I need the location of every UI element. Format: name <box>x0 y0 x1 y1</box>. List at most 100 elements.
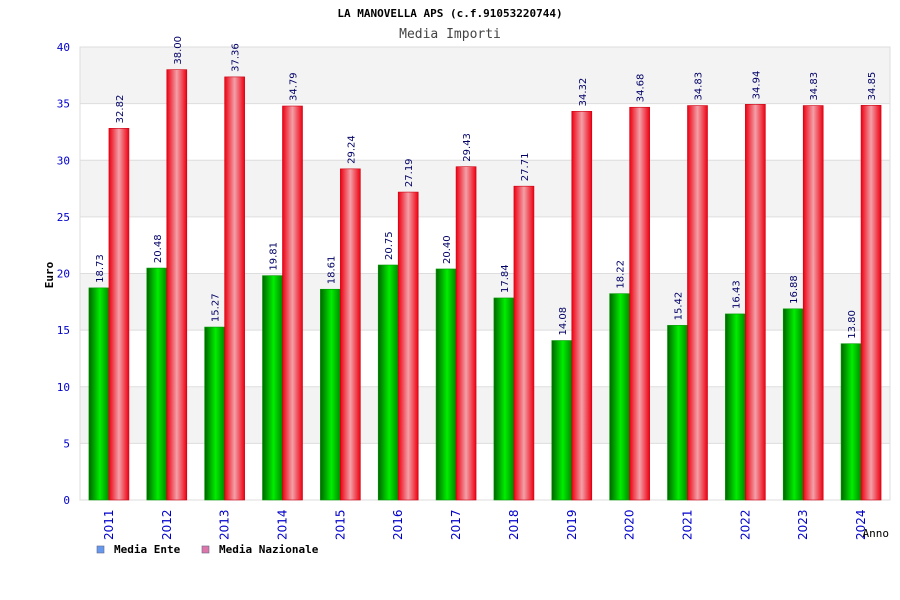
data-label: 37.36 <box>231 43 242 72</box>
bar-media-ente-2022 <box>725 313 746 501</box>
bar-media-ente-2023 <box>782 308 804 501</box>
bar-media-ente-2019 <box>551 340 573 501</box>
x-axis-label: Anno <box>863 527 890 540</box>
data-label: 29.43 <box>462 133 473 162</box>
x-tick-label: 2020 <box>623 509 637 540</box>
bar-media-nazionale-2019 <box>571 111 593 501</box>
bar-media-ente-2011 <box>88 287 110 501</box>
data-label: 19.81 <box>269 242 280 271</box>
data-label: 13.80 <box>847 310 858 339</box>
bar-media-nazionale-2017 <box>455 166 477 501</box>
x-tick-label: 2012 <box>160 509 174 540</box>
data-label: 27.71 <box>520 153 531 182</box>
y-tick-label: 15 <box>57 324 70 337</box>
data-label: 34.83 <box>809 72 820 101</box>
y-axis-label: Euro <box>43 261 56 288</box>
plot-band <box>80 386 890 444</box>
data-label: 20.40 <box>442 235 453 264</box>
data-label: 34.94 <box>751 71 762 100</box>
plot-band <box>80 443 890 500</box>
y-tick-label: 40 <box>57 41 70 54</box>
legend-swatch <box>96 545 105 554</box>
bar-media-nazionale-2014 <box>282 105 303 501</box>
x-tick-label: 2023 <box>796 509 810 540</box>
x-tick-label: 2022 <box>738 509 752 540</box>
bar-media-nazionale-2015 <box>340 168 361 501</box>
data-label: 20.75 <box>384 231 395 260</box>
x-tick-label: 2019 <box>565 509 579 540</box>
bar-series-group: 18.73 32.82 20.48 38.00 15.27 37.36 19.81 34.79… <box>88 36 882 501</box>
data-label: 18.61 <box>326 256 337 285</box>
x-tick-label: 2011 <box>102 509 116 540</box>
data-label: 34.85 <box>867 72 878 101</box>
y-tick-label: 0 <box>63 494 70 507</box>
data-label: 32.82 <box>115 95 126 124</box>
bar-media-ente-2024 <box>840 343 862 501</box>
bar-media-ente-2016 <box>377 264 399 501</box>
x-tick-label: 2017 <box>449 509 463 540</box>
y-tick-label: 5 <box>63 437 70 450</box>
x-tick-label: 2014 <box>276 509 290 540</box>
data-label: 15.42 <box>674 292 685 321</box>
chart-subtitle: Media Importi <box>399 27 501 42</box>
bar-media-nazionale-2012 <box>166 69 188 501</box>
bar-media-nazionale-2013 <box>224 76 245 501</box>
data-label: 27.19 <box>404 158 415 187</box>
y-tick-label: 20 <box>57 268 70 281</box>
data-label: 29.24 <box>346 135 357 164</box>
x-tick-label: 2018 <box>507 509 521 540</box>
chart-title: LA MANOVELLA APS (c.f.91053220744) <box>337 7 562 20</box>
bar-media-ente-2012 <box>146 267 168 501</box>
data-label: 14.08 <box>558 307 569 336</box>
x-tick-label: 2015 <box>333 509 347 540</box>
data-label: 18.73 <box>95 254 106 283</box>
bar-media-nazionale-2023 <box>802 105 824 501</box>
y-tick-label: 10 <box>57 381 70 394</box>
plot-band <box>80 273 890 331</box>
y-tick-label: 30 <box>57 154 70 167</box>
bar-media-ente-2015 <box>320 288 341 501</box>
data-label: 34.68 <box>636 74 647 103</box>
plot-band <box>80 330 890 387</box>
data-label: 34.83 <box>694 72 705 101</box>
bar-media-ente-2017 <box>435 268 457 501</box>
data-label: 15.27 <box>211 293 222 322</box>
bar-media-nazionale-2022 <box>745 104 766 501</box>
y-tick-label: 25 <box>57 211 70 224</box>
bar-media-ente-2013 <box>204 326 225 501</box>
data-label: 18.22 <box>616 260 627 289</box>
data-label: 34.79 <box>289 72 300 101</box>
plot-band <box>80 216 890 274</box>
bar-media-nazionale-2024 <box>860 105 882 501</box>
y-tick-label: 35 <box>57 98 70 111</box>
data-label: 20.48 <box>153 234 164 263</box>
bar-media-nazionale-2016 <box>397 191 419 501</box>
data-label: 17.84 <box>500 264 511 293</box>
legend-label: Media Nazionale <box>219 543 319 556</box>
y-axis: 0 5 10 15 20 25 30 35 40 <box>57 41 70 507</box>
bar-media-nazionale-2011 <box>108 128 130 501</box>
plot-band <box>80 160 890 217</box>
bar-media-nazionale-2018 <box>513 185 535 501</box>
data-label: 34.32 <box>578 78 589 107</box>
data-label: 38.00 <box>173 36 184 65</box>
x-tick-label: 2013 <box>218 509 232 540</box>
legend: Media Ente Media Nazionale <box>96 543 319 556</box>
x-axis: 2011 2012 2013 2014 2015 2016 2017 2018 2019 2020… <box>102 509 868 540</box>
legend-swatch <box>201 545 210 554</box>
bar-media-ente-2018 <box>493 297 515 501</box>
data-label: 16.43 <box>731 280 742 309</box>
x-tick-label: 2021 <box>681 509 695 540</box>
plot-band <box>80 47 890 104</box>
plot-band <box>80 103 890 161</box>
bar-media-nazionale-2021 <box>687 105 708 501</box>
data-label: 16.88 <box>789 275 800 304</box>
legend-label: Media Ente <box>114 543 181 556</box>
bar-media-ente-2021 <box>667 325 688 501</box>
bar-media-ente-2014 <box>262 275 283 501</box>
bar-media-nazionale-2020 <box>629 106 650 501</box>
x-tick-label: 2016 <box>391 509 405 540</box>
bar-media-ente-2020 <box>609 293 630 501</box>
x-tick-label: 2024 <box>854 509 868 540</box>
